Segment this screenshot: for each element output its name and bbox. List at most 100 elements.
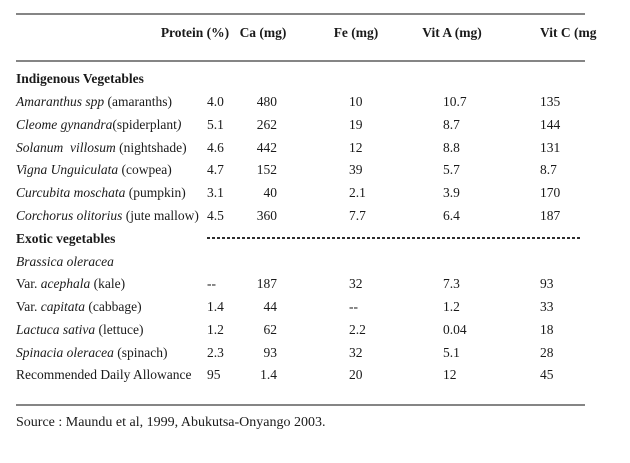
ca-cell: 442 bbox=[256, 139, 277, 155]
section-row: Exotic vegetables bbox=[0, 227, 630, 250]
row-name: Cleome gynandra(spiderplant) bbox=[16, 117, 181, 133]
vit-c-cell: 33 bbox=[540, 299, 554, 315]
vit-a-cell: 5.7 bbox=[443, 162, 460, 178]
row-name: Lactuca sativa (lettuce) bbox=[16, 322, 143, 338]
fe-cell: 32 bbox=[349, 276, 363, 292]
row-name: Vigna Unguiculata (cowpea) bbox=[16, 162, 172, 178]
scientific-name: Amaranthus spp bbox=[16, 94, 105, 110]
table-row: Amaranthus spp (amaranths) 4.0 480 10 10.7 13… bbox=[0, 91, 630, 114]
fe-cell: -- bbox=[349, 299, 358, 315]
row-name: Solanum villosum (nightshade) bbox=[16, 140, 187, 156]
ca-cell: 62 bbox=[263, 321, 278, 337]
vit-a-cell: 8.7 bbox=[443, 116, 460, 132]
source-note: Source : Maundu et al, 1999, Abukutsa-On… bbox=[16, 415, 326, 430]
scientific-name: Vigna Unguiculata bbox=[16, 162, 119, 178]
ca-cell: 44 bbox=[263, 299, 278, 315]
vit-c-cell: 170 bbox=[540, 185, 561, 201]
common-name: Var. bbox=[16, 299, 41, 315]
vit-a-cell: 6.4 bbox=[443, 207, 460, 223]
dashed-divider bbox=[207, 237, 580, 240]
ca-cell: 1.4 bbox=[260, 367, 277, 383]
vit-a-cell: 12 bbox=[443, 367, 457, 383]
fe-cell: 7.7 bbox=[349, 207, 366, 223]
row-name: Recommended Daily Allowance bbox=[16, 367, 191, 383]
scientific-name: Brassica oleracea bbox=[16, 253, 114, 269]
common-name: Exotic vegetables bbox=[16, 230, 116, 246]
common-name: (kale) bbox=[90, 276, 126, 292]
scientific-name: Corchorus olitorius bbox=[16, 207, 123, 223]
table-row: Lactuca sativa (lettuce) 1.2 62 2.2 0.04 18 bbox=[0, 318, 630, 341]
common-name: Indigenous Vegetables bbox=[16, 71, 144, 87]
protein-cell: 1.2 bbox=[207, 321, 224, 337]
scientific-name: Spinacia oleracea bbox=[16, 344, 114, 360]
row-name: Amaranthus spp (amaranths) bbox=[16, 94, 172, 110]
common-name: Recommended Daily Allowance bbox=[16, 367, 192, 383]
vit-a-cell: 0.04 bbox=[443, 321, 467, 337]
common-name: (amaranths) bbox=[104, 94, 172, 110]
row-name: Curcubita moschata (pumpkin) bbox=[16, 185, 186, 201]
ca-cell: 480 bbox=[256, 94, 277, 110]
table-row: Vigna Unguiculata (cowpea) 4.7 152 39 5.7 8.7 bbox=[0, 159, 630, 182]
table-row: Recommended Daily Allowance 95 1.4 20 12 45 bbox=[0, 364, 630, 387]
common-name: (spiderplant bbox=[112, 116, 177, 132]
vit-a-cell: 5.1 bbox=[443, 344, 460, 360]
vit-c-cell: 135 bbox=[540, 94, 561, 110]
vit-c-cell: 131 bbox=[540, 139, 561, 155]
common-name: (jute mallow) bbox=[122, 207, 199, 223]
fe-cell: 39 bbox=[349, 162, 363, 178]
row-name: Indigenous Vegetables bbox=[16, 71, 144, 87]
table-row: Corchorus olitorius (jute mallow) 4.5 360 7… bbox=[0, 205, 630, 228]
section-row: Indigenous Vegetables bbox=[0, 68, 630, 91]
vit-c-cell: 93 bbox=[540, 276, 554, 292]
row-name: Corchorus olitorius (jute mallow) bbox=[16, 208, 199, 224]
scientific-name: Curcubita moschata bbox=[16, 185, 126, 201]
fe-cell: 32 bbox=[349, 344, 363, 360]
protein-cell: 5.1 bbox=[207, 116, 224, 132]
table-header-rule bbox=[16, 60, 585, 62]
section-row: Brassica oleracea bbox=[0, 250, 630, 273]
table-row: Var. acephala (kale) -- 187 32 7.3 93 bbox=[0, 273, 630, 296]
row-name: Var. capitata (cabbage) bbox=[16, 299, 142, 315]
row-name: Exotic vegetables bbox=[16, 231, 115, 247]
vit-c-cell: 8.7 bbox=[540, 162, 557, 178]
fe-cell: 10 bbox=[349, 94, 363, 110]
scientific-name: Solanum villosum bbox=[16, 139, 116, 155]
table-body: Indigenous Vegetables Amaranthus spp (ama… bbox=[0, 68, 630, 387]
scientific-name: ) bbox=[176, 116, 182, 132]
fe-cell: 2.1 bbox=[349, 185, 366, 201]
table-row: Solanum villosum (nightshade) 4.6 442 12 8.8… bbox=[0, 136, 630, 159]
fe-cell: 2.2 bbox=[349, 321, 366, 337]
col-header-protein: Protein (%) bbox=[160, 25, 230, 40]
col-header-fe: Fe (mg) bbox=[333, 25, 379, 40]
common-name: (cabbage) bbox=[85, 299, 142, 315]
protein-cell: 3.1 bbox=[207, 185, 224, 201]
vit-a-cell: 10.7 bbox=[443, 94, 467, 110]
table-row: Curcubita moschata (pumpkin) 3.1 40 2.1 3.9 1… bbox=[0, 182, 630, 205]
row-name: Spinacia oleracea (spinach) bbox=[16, 345, 167, 361]
ca-cell: 360 bbox=[256, 207, 277, 223]
protein-cell: 4.5 bbox=[207, 207, 224, 223]
scientific-name: acephala bbox=[40, 276, 91, 292]
col-header-vit-a: Vit A (mg) bbox=[422, 25, 482, 40]
vit-c-cell: 187 bbox=[540, 207, 561, 223]
protein-cell: 4.0 bbox=[207, 94, 224, 110]
fe-cell: 12 bbox=[349, 139, 363, 155]
common-name: (nightshade) bbox=[115, 139, 187, 155]
ca-cell: 187 bbox=[256, 276, 277, 292]
scientific-name: Cleome gynandra bbox=[16, 116, 113, 132]
vit-c-cell: 28 bbox=[540, 344, 554, 360]
common-name: (pumpkin) bbox=[125, 185, 186, 201]
protein-cell: 2.3 bbox=[207, 344, 224, 360]
fe-cell: 20 bbox=[349, 367, 363, 383]
protein-cell: -- bbox=[207, 276, 216, 292]
scientific-name: Lactuca sativa bbox=[16, 321, 96, 337]
table-row: Spinacia oleracea (spinach) 2.3 93 32 5.1 28 bbox=[0, 341, 630, 364]
table-row: Cleome gynandra(spiderplant) 5.1 262 19 8.7 1… bbox=[0, 114, 630, 137]
protein-cell: 4.6 bbox=[207, 139, 224, 155]
protein-cell: 1.4 bbox=[207, 299, 224, 315]
protein-cell: 95 bbox=[207, 367, 221, 383]
fe-cell: 19 bbox=[349, 116, 363, 132]
common-name: (cowpea) bbox=[118, 162, 172, 178]
vit-a-cell: 7.3 bbox=[443, 276, 460, 292]
